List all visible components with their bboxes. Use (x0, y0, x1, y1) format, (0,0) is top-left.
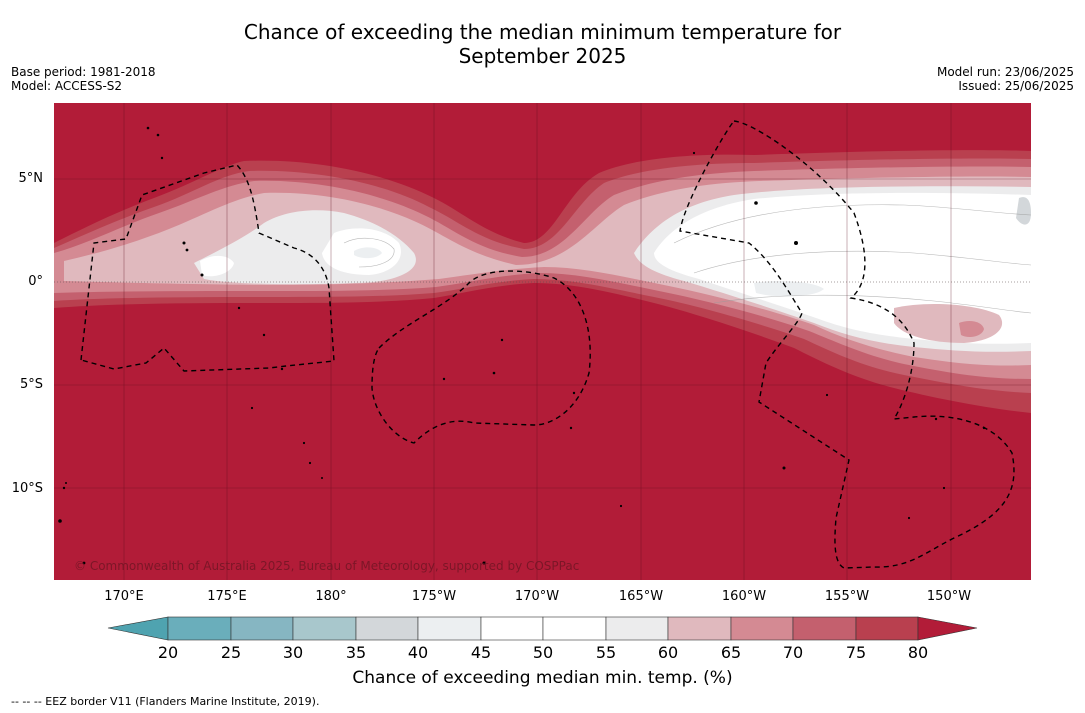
title-line-1: Chance of exceeding the median minimum t… (243, 20, 842, 44)
copyright-notice: © Commonwealth of Australia 2025, Bureau… (74, 559, 580, 573)
contour-65-patch (959, 321, 984, 337)
contour-45-patch (354, 247, 824, 297)
base-period: Base period: 1981-2018 (11, 65, 156, 79)
lon-label-160w: 160°W (721, 589, 767, 604)
colorbar-45-50 (480, 616, 544, 641)
colorbar-tick-30: 30 (282, 643, 304, 662)
map-title: Chance of exceeding the median minimum t… (0, 20, 1085, 68)
lon-label-170w: 170°W (514, 589, 560, 604)
lon-label-180: 180° (315, 589, 347, 604)
island-dots (58, 126, 986, 565)
lat-label-0: 0° (28, 274, 43, 289)
issued-date: Issued: 25/06/2025 (958, 79, 1074, 93)
colorbar-70-75 (792, 616, 857, 641)
meta-right: Model run: 23/06/2025 Issued: 25/06/2025 (937, 65, 1074, 93)
graticule (54, 103, 1031, 580)
lat-label-10s: 10°S (11, 481, 43, 496)
colorbar-tick-35: 35 (345, 643, 367, 662)
colorbar-55-60 (605, 616, 669, 641)
lon-label-175w: 175°W (411, 589, 457, 604)
colorbar (107, 616, 978, 641)
colorbar-35-40 (355, 616, 419, 641)
probability-map (54, 103, 1031, 580)
colorbar-tick-45: 45 (470, 643, 492, 662)
colorbar-tick-65: 65 (720, 643, 742, 662)
model-name: Model: ACCESS-S2 (11, 79, 123, 93)
colorbar-tick-80: 80 (907, 643, 929, 662)
colorbar-60-65 (667, 616, 732, 641)
colorbar-tick-55: 55 (595, 643, 617, 662)
lon-label-150w: 150°W (926, 589, 972, 604)
title-line-2: September 2025 (458, 44, 627, 68)
lon-label-175e: 175°E (207, 589, 247, 604)
colorbar-30-35 (292, 616, 357, 641)
lon-label-170e: 170°E (104, 589, 144, 604)
colorbar-tick-40: 40 (407, 643, 429, 662)
map-panel (54, 103, 1031, 580)
colorbar-40-45 (417, 616, 482, 641)
contour-lines (343, 204, 1031, 314)
eez-footnote: -- -- -- EEZ border V11 (Flanders Marine… (11, 695, 320, 708)
lon-label-155w: 155°W (824, 589, 870, 604)
colorbar-tick-70: 70 (782, 643, 804, 662)
colorbar-50-55 (542, 616, 607, 641)
colorbar-tick-75: 75 (845, 643, 867, 662)
colorbar-tick-20: 20 (157, 643, 179, 662)
colorbar-75-80 (855, 616, 919, 641)
colorbar-below-20-arrow (107, 616, 169, 641)
contour-50 (200, 192, 1031, 344)
colorbar-65-70 (730, 616, 794, 641)
colorbar-tick-25: 25 (220, 643, 242, 662)
model-run: Model run: 23/06/2025 (936, 65, 1074, 79)
colorbar-20-25 (167, 616, 232, 641)
lat-label-5s: 5°S (19, 377, 43, 392)
eez-borders (80, 120, 1015, 569)
colorbar-above-80-arrow (917, 616, 978, 641)
contour-40-patch (1016, 197, 1031, 225)
lat-label-5n: 5°N (18, 171, 44, 186)
colorbar-tick-50: 50 (532, 643, 554, 662)
colorbar-25-30 (230, 616, 294, 641)
meta-left: Base period: 1981-2018 Model: ACCESS-S2 (11, 65, 156, 93)
colorbar-tick-60: 60 (657, 643, 679, 662)
colorbar-label: Chance of exceeding median min. temp. (%… (352, 668, 733, 688)
lon-label-165w: 165°W (618, 589, 664, 604)
